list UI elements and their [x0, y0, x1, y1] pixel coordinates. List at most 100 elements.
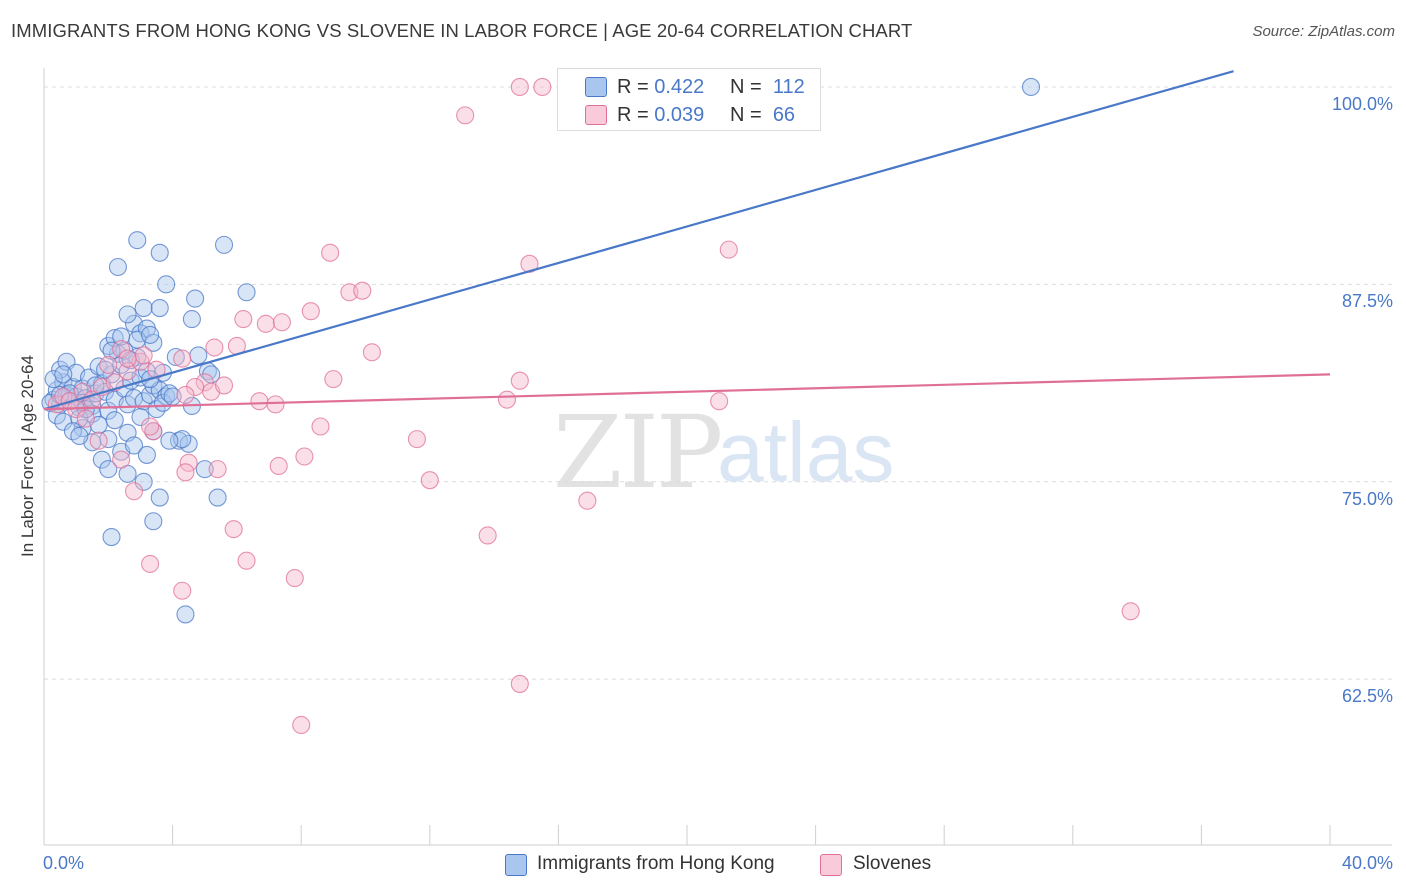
point-slovenes — [1121, 602, 1140, 621]
watermark-atlas: atlas — [717, 405, 895, 499]
point-slovenes — [173, 349, 192, 368]
point-slovenes — [237, 551, 256, 570]
point-hong-kong — [189, 346, 208, 365]
legend-item-slovenes[interactable]: Slovenes — [820, 852, 950, 878]
y-tick-label: 62.5% — [1341, 686, 1393, 707]
point-slovenes — [478, 526, 497, 545]
point-slovenes — [533, 77, 552, 97]
point-hong-kong — [44, 370, 63, 389]
point-hong-kong — [134, 472, 153, 491]
point-slovenes — [362, 343, 381, 362]
point-slovenes — [272, 313, 291, 332]
point-slovenes — [510, 371, 529, 390]
x-tick-label-min: 0.0% — [43, 853, 85, 873]
point-slovenes — [292, 715, 311, 735]
point-slovenes — [134, 346, 153, 365]
legend-swatch-hong-kong — [505, 854, 527, 876]
point-slovenes — [719, 240, 738, 259]
point-slovenes — [118, 349, 137, 368]
point-slovenes — [195, 373, 214, 392]
n-stat: N = 66 — [730, 104, 796, 126]
point-slovenes — [710, 392, 729, 411]
point-slovenes — [179, 453, 198, 472]
point-slovenes — [311, 417, 330, 436]
source-label: Source: ZipAtlas.com — [1252, 23, 1395, 40]
point-hong-kong — [214, 235, 234, 254]
point-slovenes — [324, 370, 343, 389]
trend-lines — [43, 70, 1331, 411]
point-hong-kong — [70, 426, 89, 446]
stats-legend: R = 0.422 N = 112 R = 0.039 N = 66 — [557, 68, 821, 131]
point-hong-kong — [112, 327, 131, 346]
point-hong-kong — [92, 450, 111, 469]
point-hong-kong — [150, 488, 169, 507]
legend-label-hong-kong: Immigrants from Hong Kong — [537, 853, 775, 874]
point-hong-kong — [99, 460, 118, 479]
r-stat: R = 0.039 — [617, 104, 705, 126]
point-slovenes — [353, 281, 372, 300]
point-slovenes — [285, 569, 304, 588]
point-hong-kong — [182, 310, 201, 329]
point-hong-kong — [124, 436, 144, 455]
point-hong-kong — [108, 257, 127, 277]
point-hong-kong — [195, 460, 214, 479]
y-tick-label: 75.0% — [1341, 488, 1393, 509]
point-hong-kong — [169, 431, 189, 450]
y-tick-label: 87.5% — [1341, 291, 1393, 312]
point-hong-kong — [157, 275, 176, 294]
point-slovenes — [141, 417, 160, 436]
point-hong-kong — [137, 445, 156, 464]
point-hong-kong — [51, 385, 70, 404]
swatch-hong-kong — [585, 77, 607, 97]
point-slovenes — [208, 460, 227, 479]
point-slovenes — [510, 674, 529, 693]
legend-item-hong-kong[interactable]: Immigrants from Hong Kong — [505, 852, 805, 878]
point-hong-kong — [150, 298, 169, 318]
point-slovenes — [224, 520, 243, 539]
point-slovenes — [407, 430, 426, 449]
point-slovenes — [234, 310, 253, 329]
point-slovenes — [301, 302, 320, 321]
axes — [43, 68, 1392, 846]
point-slovenes — [266, 395, 285, 414]
point-slovenes — [420, 471, 439, 490]
point-slovenes — [105, 373, 124, 392]
point-hong-kong — [150, 243, 169, 262]
legend-label-slovenes: Slovenes — [853, 853, 932, 874]
legend-swatch-slovenes — [820, 854, 842, 876]
point-hong-kong — [54, 365, 73, 384]
series-slovenes — [47, 77, 1140, 735]
point-slovenes — [76, 409, 95, 428]
series-hong-kong — [41, 77, 1041, 624]
point-hong-kong — [166, 347, 185, 367]
r-stat: R = 0.422 — [617, 76, 705, 98]
point-slovenes — [497, 390, 517, 409]
point-hong-kong — [144, 512, 163, 531]
point-slovenes — [89, 431, 108, 450]
y-tick-label: 100.0% — [1331, 93, 1393, 114]
point-hong-kong — [118, 305, 137, 324]
chart-title: IMMIGRANTS FROM HONG KONG VS SLOVENE IN … — [11, 20, 913, 41]
point-slovenes — [173, 581, 192, 600]
point-hong-kong — [105, 411, 124, 430]
point-hong-kong — [1021, 77, 1041, 97]
point-slovenes — [456, 106, 475, 125]
point-slovenes — [214, 376, 234, 395]
x-tick-label-max: 40.0% — [1341, 853, 1393, 873]
point-slovenes — [118, 362, 137, 381]
n-stat: N = 112 — [730, 76, 805, 98]
swatch-slovenes — [585, 105, 607, 125]
point-slovenes — [205, 338, 224, 357]
point-hong-kong — [186, 289, 205, 308]
point-hong-kong — [160, 384, 179, 403]
point-slovenes — [269, 456, 288, 476]
point-slovenes — [112, 450, 131, 469]
point-slovenes — [250, 392, 269, 411]
watermark-zip: ZIP — [553, 394, 723, 511]
trend-line-slovenes — [43, 373, 1331, 411]
point-hong-kong — [134, 298, 153, 318]
point-slovenes — [295, 447, 314, 466]
point-slovenes — [124, 482, 144, 501]
point-slovenes — [176, 385, 195, 404]
